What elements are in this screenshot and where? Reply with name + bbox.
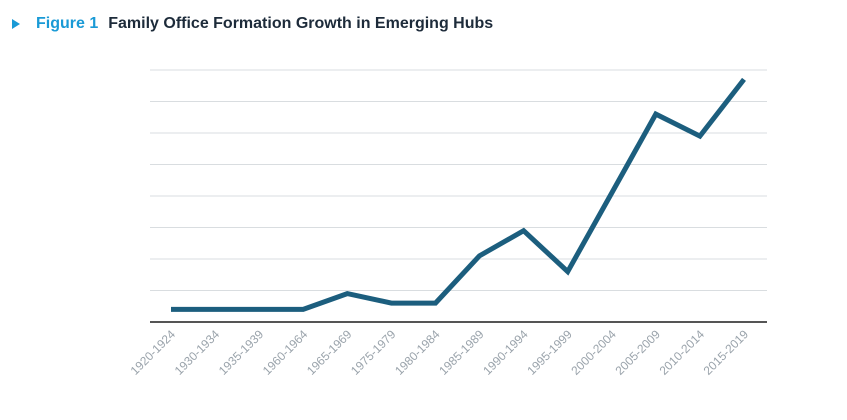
- x-tick-label: 1980-1984: [392, 327, 443, 378]
- x-tick-label: 1935-1939: [216, 327, 267, 378]
- x-tick-label: 1985-1989: [436, 327, 487, 378]
- x-tick-label: 1975-1979: [348, 327, 399, 378]
- x-tick-label: 1965-1969: [304, 327, 355, 378]
- series-line: [171, 77, 746, 312]
- x-tick-label: 1930-1934: [172, 327, 223, 378]
- figure-label: Figure 1: [36, 15, 99, 32]
- chart-title: Family Office Formation Growth in Emergi…: [108, 15, 494, 32]
- play-arrow-icon: [12, 19, 20, 29]
- x-axis-tick-labels: 1920-19241930-19341935-19391960-19641965…: [128, 327, 752, 378]
- x-tick-label: 2015-2019: [701, 327, 752, 378]
- gridlines: [150, 69, 767, 291]
- x-tick-label: 1995-1999: [524, 327, 575, 378]
- figure-header: Figure 1 Family Office Formation Growth …: [12, 12, 493, 36]
- x-tick-label: 1960-1964: [260, 327, 311, 378]
- x-tick-label: 1920-1924: [128, 327, 179, 378]
- x-tick-label: 2010-2014: [657, 327, 708, 378]
- x-tick-label: 2000-2004: [568, 327, 619, 378]
- x-tick-label: 2005-2009: [612, 327, 663, 378]
- x-tick-label: 1990-1994: [480, 327, 531, 378]
